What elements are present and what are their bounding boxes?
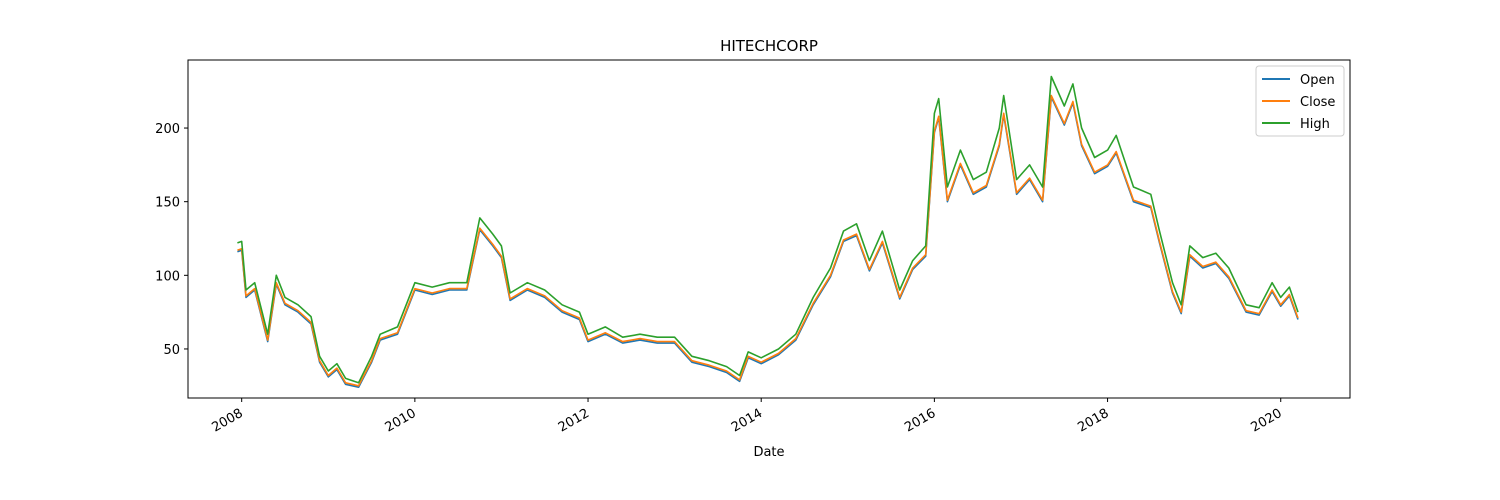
- y-tick-label: 150: [155, 196, 180, 211]
- y-tick-label: 200: [155, 122, 180, 137]
- y-tick-label: 50: [163, 343, 180, 358]
- x-tick-label: 2018: [1075, 406, 1111, 436]
- x-axis-label: Date: [753, 445, 784, 460]
- legend-label: High: [1300, 117, 1330, 132]
- x-tick-label: 2010: [383, 406, 419, 436]
- legend-label: Close: [1300, 95, 1335, 110]
- x-tick-label: 2014: [729, 406, 765, 436]
- series-line: [237, 96, 1299, 388]
- legend-label: Open: [1300, 73, 1335, 88]
- series-line: [237, 75, 1299, 384]
- x-tick-label: 2008: [210, 406, 246, 436]
- chart-title: HITECHCORP: [720, 37, 818, 55]
- x-tick-label: 2020: [1249, 406, 1285, 436]
- plot-frame: [187, 59, 1351, 399]
- x-tick-label: 2016: [902, 406, 938, 436]
- x-tick-label: 2012: [556, 406, 592, 436]
- y-tick-label: 100: [155, 269, 180, 284]
- legend-box: [1255, 65, 1345, 137]
- series-line: [237, 94, 1299, 387]
